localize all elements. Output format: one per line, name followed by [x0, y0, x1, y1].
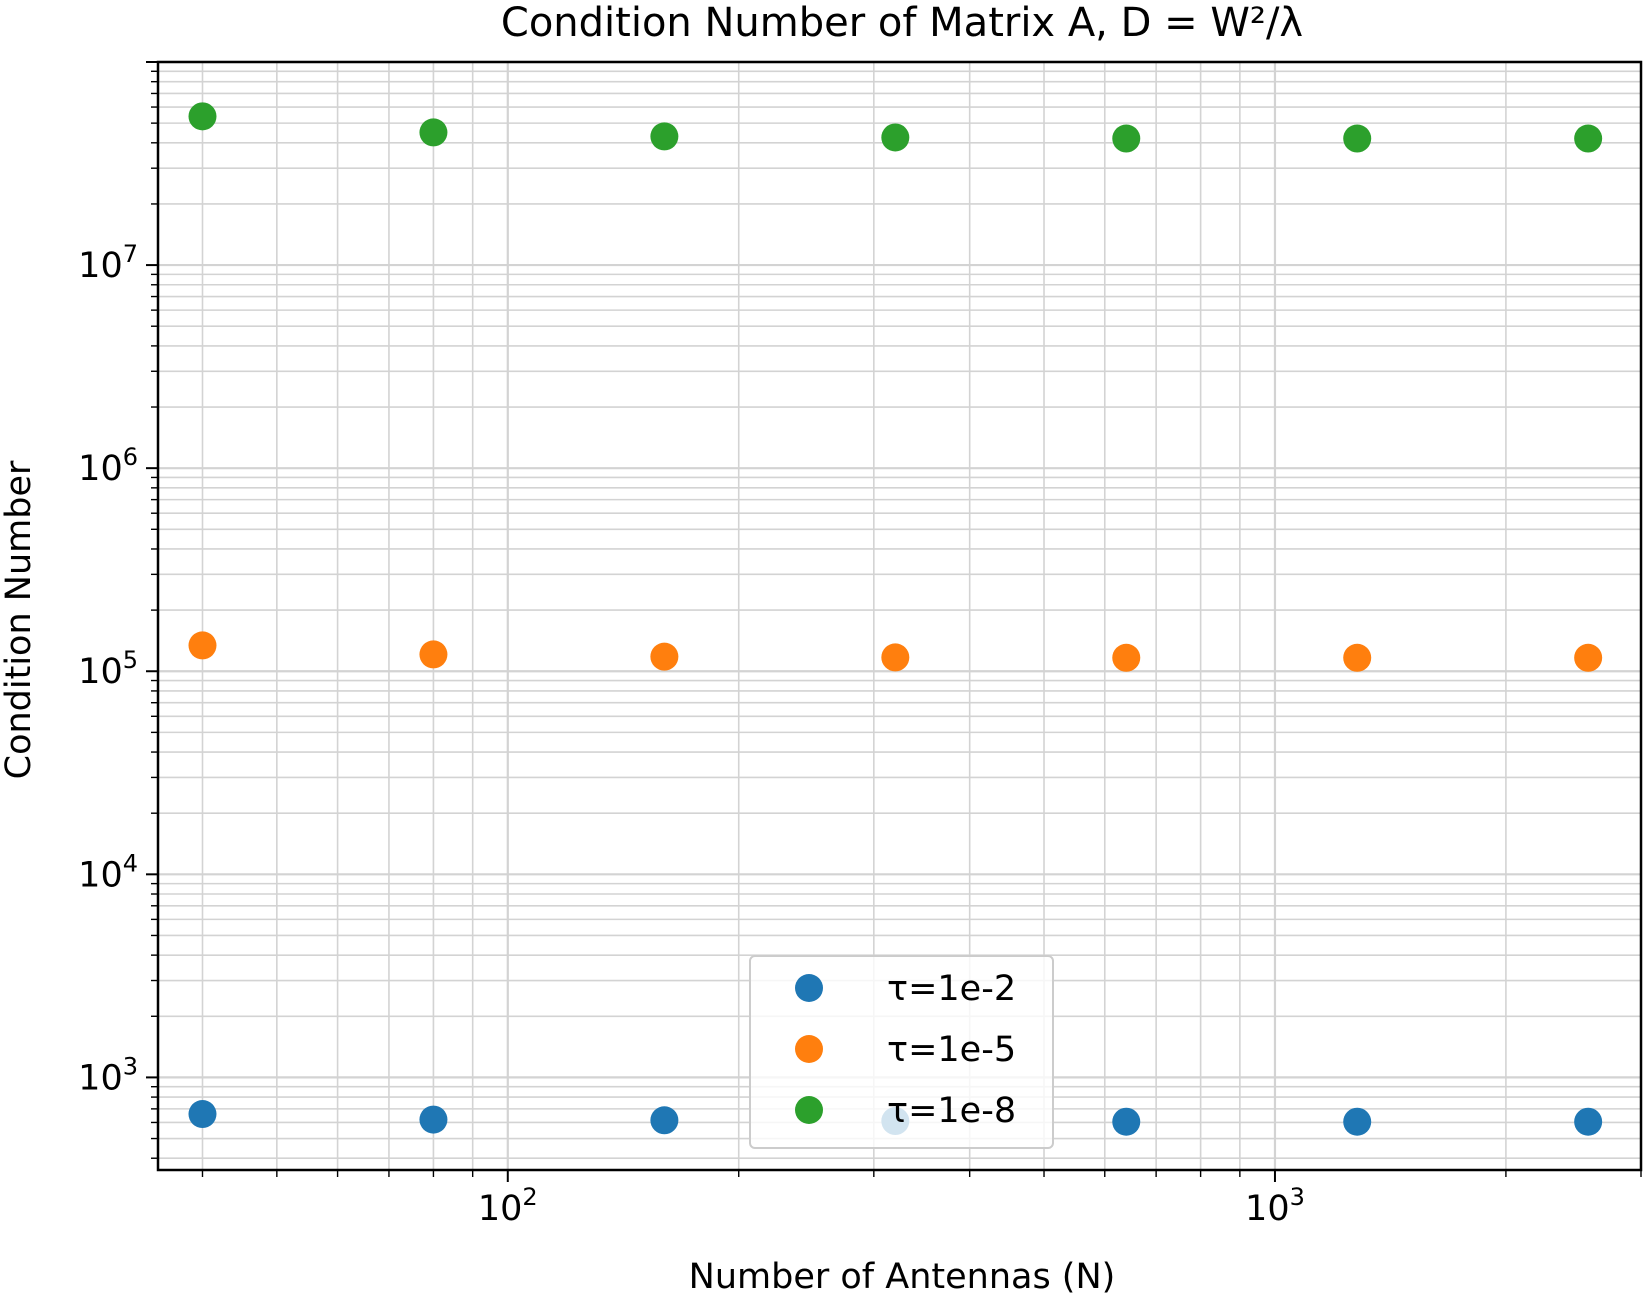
y-axis-label: Condition Number	[0, 460, 39, 779]
data-point-series-2	[419, 640, 448, 669]
data-point-series-3	[881, 123, 910, 152]
data-point-series-1	[1574, 1107, 1603, 1136]
legend-marker	[795, 974, 823, 1002]
data-point-series-2	[1112, 643, 1141, 672]
data-point-series-2	[650, 642, 679, 671]
data-point-series-3	[1574, 124, 1603, 153]
legend-entry-label: τ=1e-5	[887, 1030, 1016, 1070]
legend: τ=1e-2 τ=1e-5 τ=1e-8	[749, 955, 1054, 1149]
y-tick-label: 104	[78, 849, 138, 895]
legend-marker	[795, 1096, 823, 1124]
data-point-series-3	[650, 122, 679, 151]
legend-box	[749, 955, 1054, 1149]
y-tick-label: 106	[78, 443, 138, 489]
data-point-series-1	[1343, 1107, 1372, 1136]
x-tick-label: 103	[1245, 1183, 1305, 1229]
data-point-series-2	[1574, 643, 1603, 672]
x-axis-label: Number of Antennas (N)	[689, 1257, 1116, 1297]
data-point-series-1	[650, 1106, 679, 1135]
data-point-series-1	[419, 1105, 448, 1134]
data-point-series-1	[1112, 1107, 1141, 1136]
data-point-series-1	[188, 1100, 217, 1129]
legend-entry-label: τ=1e-2	[887, 969, 1016, 1009]
data-point-series-2	[188, 631, 217, 660]
y-tick-label: 107	[78, 240, 138, 286]
y-tick-label: 105	[78, 646, 138, 692]
plot-frame	[156, 60, 1643, 1172]
chart-title: Condition Number of Matrix A, D = W²/λ	[501, 0, 1303, 46]
x-tick-label: 102	[478, 1183, 538, 1229]
y-tick-label: 103	[78, 1052, 138, 1098]
data-point-series-3	[1343, 124, 1372, 153]
legend-marker	[795, 1035, 823, 1063]
legend-entry-label: τ=1e-8	[887, 1091, 1016, 1131]
data-point-series-2	[881, 643, 910, 672]
data-point-series-3	[419, 118, 448, 147]
data-point-series-2	[1343, 643, 1372, 672]
data-point-series-3	[188, 102, 217, 131]
data-point-series-3	[1112, 124, 1141, 153]
